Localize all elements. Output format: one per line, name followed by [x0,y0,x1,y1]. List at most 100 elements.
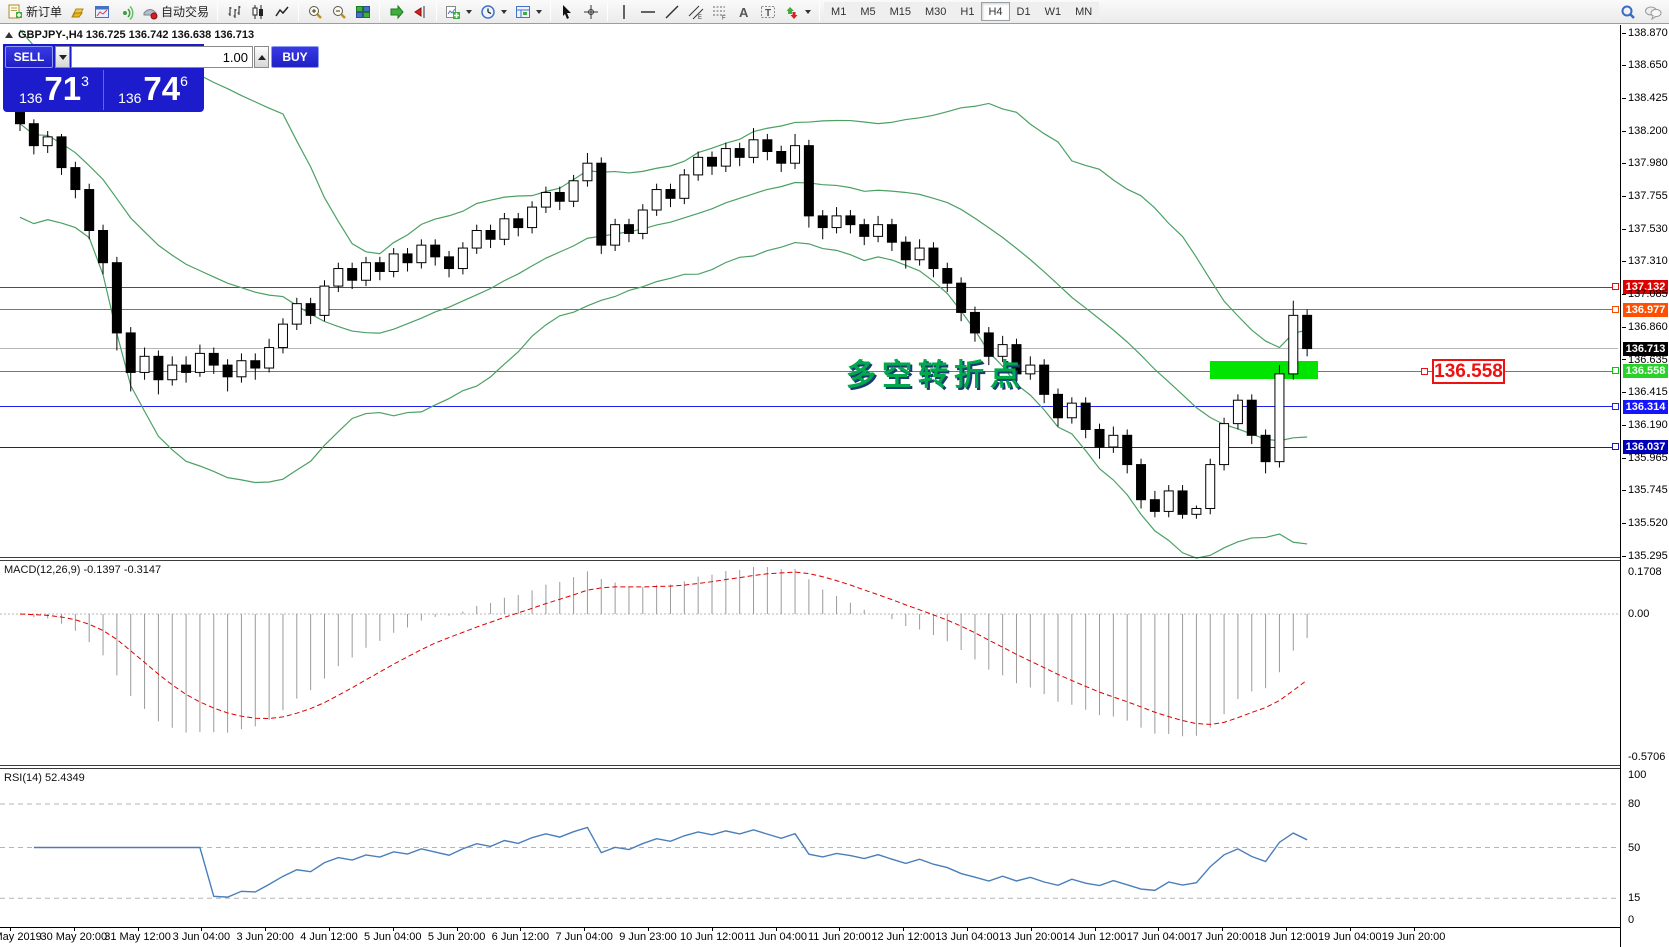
text-label-icon: T [761,5,776,19]
candlestick-chart-button[interactable] [246,1,270,22]
timeframe-w1-button[interactable]: W1 [1037,2,1069,21]
window-separator[interactable] [0,768,1620,769]
price-flag-label[interactable]: 136.558 [1432,359,1505,384]
time-tick-mark [1030,927,1032,931]
price-badge[interactable]: 136.314 [1623,399,1668,414]
axis-tick-mark [1622,293,1626,295]
macd-canvas[interactable] [0,561,1621,764]
volume-decrease-button[interactable] [55,46,70,68]
tile-windows-button[interactable] [351,1,375,22]
indicators-dropdown-caret[interactable] [466,9,473,14]
bollinger-band-line[interactable] [19,29,1308,349]
auto-scroll-icon [390,4,404,19]
volume-input[interactable] [71,46,253,68]
rsi-axis-label: 0 [1628,914,1635,926]
time-axis-label: 5 Jun 04:00 [364,931,422,943]
market-button[interactable] [66,1,90,22]
axis-tick-label: 136.635 [1628,353,1668,366]
axis-tick-label: 137.980 [1628,157,1668,170]
panel-collapse-icon[interactable] [5,32,13,38]
time-tick-mark [1158,927,1160,931]
text-label-tool-button[interactable]: T [756,1,780,22]
toolbar-separator [217,2,219,21]
timeframe-mn-button[interactable]: MN [1068,2,1100,21]
channel-icon: E [688,5,704,20]
price-badge[interactable]: 136.977 [1623,302,1668,317]
indicators-button[interactable] [441,1,476,22]
periods-button[interactable] [476,1,511,22]
cursor-tool-button[interactable] [555,1,579,22]
templates-button[interactable] [511,1,546,22]
search-button[interactable] [1616,1,1640,22]
bollinger-band-line[interactable] [19,216,1308,559]
price-level-line[interactable] [0,406,1618,408]
timeframe-m5-button[interactable]: M5 [853,2,883,21]
rsi-line [33,826,1308,898]
level-drag-handle[interactable] [1612,443,1619,451]
periods-dropdown-caret[interactable] [501,9,508,14]
price-badge[interactable]: 136.558 [1623,364,1668,379]
auto-scroll-button[interactable] [384,1,408,22]
autotrading-button[interactable]: 自动交易 [138,1,213,22]
price-badge[interactable]: 136.713 [1623,341,1668,356]
buy-button[interactable]: BUY [271,46,319,68]
toolbar-separator [379,2,381,21]
axis-tick-label: 137.085 [1628,288,1668,301]
window-separator[interactable] [0,557,1620,558]
timeframe-h4-button[interactable]: H4 [981,2,1010,21]
chart-text-annotation[interactable]: 多空转折点 [846,359,1026,392]
price-axis[interactable]: 137.132 136.977 136.713 136.558 136.314 136.0… [1622,25,1669,947]
bollinger-band-line[interactable] [19,123,1308,442]
price-level-line[interactable] [0,348,1618,350]
crosshair-tool-button[interactable] [579,1,603,22]
price-level-line[interactable] [0,309,1618,311]
chart-shift-button[interactable] [408,1,432,22]
zoom-out-button[interactable] [327,1,351,22]
ask-big-figure: 136 [118,90,142,106]
level-drag-handle[interactable] [1612,283,1619,291]
line-chart-button[interactable] [270,1,294,22]
candlestick-canvas[interactable] [0,25,1621,559]
fibonacci-tool-button[interactable]: F [708,1,732,22]
trendline-tool-button[interactable] [660,1,684,22]
signals-button[interactable] [114,1,138,22]
timeframe-m15-button[interactable]: M15 [882,2,918,21]
text-tool-button[interactable]: A [732,1,756,22]
rsi-axis-label: 15 [1628,892,1641,905]
price-badge[interactable]: 137.132 [1623,280,1668,295]
axis-tick-mark [1622,457,1626,459]
charts-button[interactable] [90,1,114,22]
level-drag-handle[interactable] [1612,367,1619,375]
level-drag-handle[interactable] [1612,305,1619,313]
bar-chart-button[interactable] [222,1,246,22]
axis-tick-label: 136.190 [1628,419,1668,432]
window-separator[interactable] [0,765,1620,766]
ask-price-display[interactable]: 136 74 6 [104,70,202,110]
timeframe-h1-button[interactable]: H1 [953,2,982,21]
timeframe-m1-button[interactable]: M1 [824,2,854,21]
zoom-in-button[interactable] [303,1,327,22]
timeframe-d1-button[interactable]: D1 [1009,2,1038,21]
price-level-line[interactable] [0,370,1618,372]
vertical-line-icon [623,4,625,19]
arrows-tool-button[interactable] [780,1,815,22]
arrows-dropdown-caret[interactable] [805,9,812,14]
chat-button[interactable] [1640,1,1666,22]
flag-anchor-handle[interactable] [1421,368,1428,375]
equidistant-channel-tool-button[interactable]: E [684,1,708,22]
level-drag-handle[interactable] [1612,402,1619,410]
timeframe-m30-button[interactable]: M30 [918,2,954,21]
bid-price-display[interactable]: 136 71 3 [5,70,103,110]
horizontal-line-tool-button[interactable] [636,1,660,22]
sell-button[interactable]: SELL [5,46,53,68]
price-badge[interactable]: 136.037 [1623,440,1668,455]
templates-dropdown-caret[interactable] [536,9,543,14]
volume-increase-button[interactable] [254,46,269,68]
rsi-canvas[interactable] [0,769,1621,927]
new-order-button[interactable]: 新订单 [3,1,66,22]
price-level-line[interactable] [0,446,1618,448]
window-separator[interactable] [0,560,1620,561]
vertical-line-tool-button[interactable] [612,1,636,22]
price-level-line[interactable] [0,286,1618,288]
